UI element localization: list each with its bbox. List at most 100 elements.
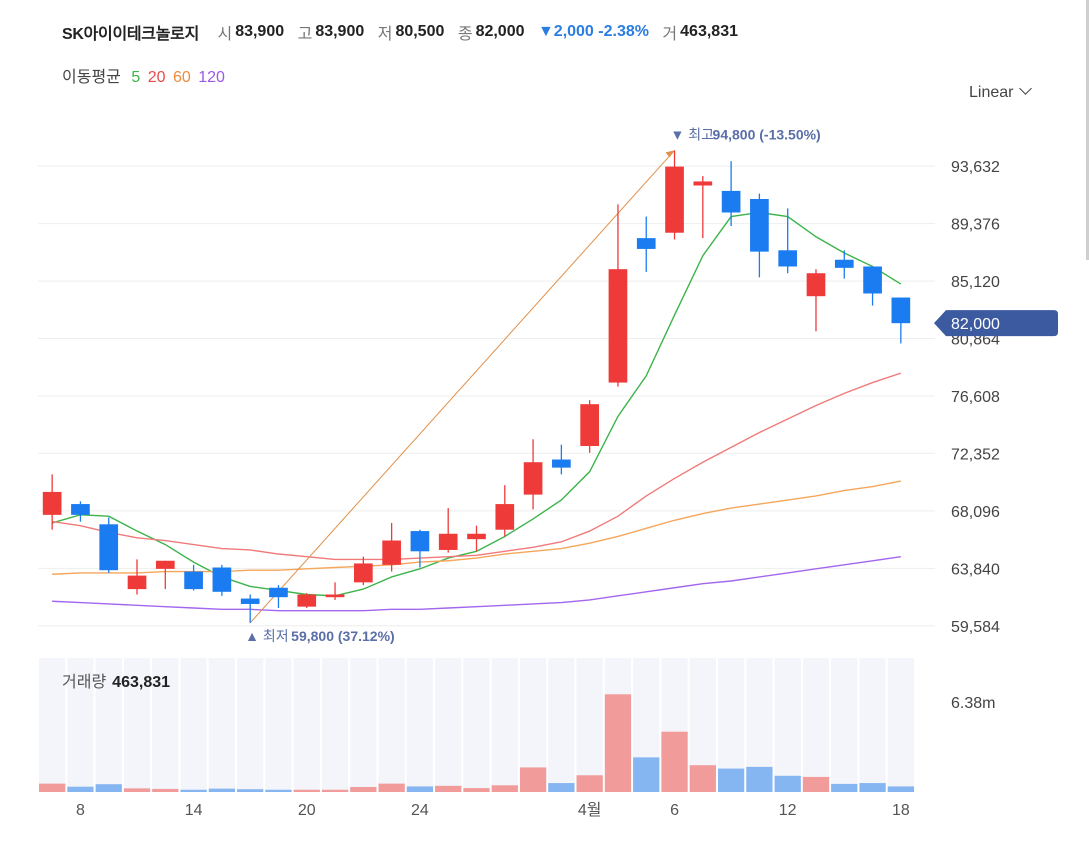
volume-bg-column	[293, 658, 320, 792]
low-label: 저	[377, 26, 393, 43]
x-tick-label: 18	[892, 802, 910, 819]
volume-bg-column	[491, 658, 518, 792]
volume-bar	[406, 786, 434, 792]
volume-bg-column	[859, 658, 886, 792]
low-marker-label: ▲ 최저	[245, 628, 289, 644]
y-tick-label: 72,352	[951, 446, 1000, 463]
volume-bg-column	[123, 658, 151, 792]
volume-bar	[378, 783, 405, 792]
high-label: 고	[297, 26, 313, 43]
volume-panel-title: 거래량	[62, 674, 107, 691]
scale-dropdown[interactable]: Linear	[969, 82, 1033, 102]
volume-bar	[887, 786, 914, 792]
volume-bar	[519, 767, 547, 792]
candle-body	[580, 404, 599, 447]
stock-name: SK아이이테크놀로지	[62, 26, 199, 43]
volume-bar	[463, 788, 490, 792]
volume-bar	[774, 775, 801, 792]
volume-bar	[208, 788, 236, 792]
close-value: 82,000	[475, 23, 525, 40]
ma-line-120	[52, 556, 901, 612]
volume-bg-column	[95, 658, 122, 792]
volume-bg-column	[265, 658, 292, 792]
volume-bg-column	[378, 658, 405, 792]
candle-body	[127, 575, 147, 590]
candle-body	[467, 533, 486, 540]
x-tick-label: 20	[298, 802, 316, 819]
volume-bg-column	[39, 658, 66, 792]
volume-bar	[604, 694, 632, 792]
candle-body	[806, 273, 826, 297]
volume-bg-column	[831, 658, 858, 792]
ma-legend-60[interactable]: 60	[172, 69, 191, 86]
high-marker-label: ▼ 최고	[671, 126, 715, 142]
volume-bar	[661, 731, 688, 792]
candle-body	[721, 190, 741, 213]
volume-bar	[717, 768, 745, 792]
volume-bar	[123, 788, 151, 792]
candle-body	[354, 563, 373, 583]
volume-bar	[746, 766, 773, 792]
scale-value: Linear	[969, 84, 1014, 101]
volume-bar	[265, 789, 292, 792]
x-tick-label: 6	[670, 802, 679, 819]
volume-bg-column	[887, 658, 914, 792]
volume-axis-label: 6.38m	[951, 695, 995, 712]
volume-bg-column	[576, 658, 603, 792]
close-label: 종	[457, 26, 473, 43]
vertical-scrollbar[interactable]	[1086, 0, 1089, 260]
last-price-tag	[934, 310, 1058, 337]
candle-body	[891, 297, 911, 324]
volume-bar	[633, 757, 660, 792]
volume-bg-column	[406, 658, 434, 792]
volume-value: 463,831	[680, 23, 738, 40]
ma-legend-5[interactable]: 5	[131, 69, 141, 86]
x-tick-label: 8	[76, 802, 85, 819]
x-tick-label: 12	[779, 802, 797, 819]
ma-line-20	[52, 372, 902, 561]
candle-body	[240, 598, 260, 604]
candle-body	[410, 531, 430, 552]
candle-body	[212, 567, 232, 592]
candle-body	[834, 259, 854, 268]
volume-bar	[321, 789, 349, 792]
y-tick-label: 68,096	[951, 504, 1000, 521]
change-value: ▼2,000 -2.38%	[537, 23, 649, 40]
x-tick-label: 24	[411, 802, 429, 819]
volume-bar	[237, 789, 264, 792]
stock-header: SK아이이테크놀로지 시 83,900 고 83,900 저 80,500 종 82,0…	[62, 20, 747, 44]
y-tick-label: 85,120	[951, 274, 1000, 291]
candle-body	[863, 266, 882, 294]
candle-body	[523, 462, 543, 495]
volume-bg-column	[774, 658, 801, 792]
open-value: 83,900	[235, 23, 285, 40]
candle-body	[693, 181, 713, 186]
last-price-value: 82,000	[951, 316, 1000, 333]
ma-legend-20[interactable]: 20	[147, 69, 166, 86]
candle-body	[325, 594, 345, 598]
candle-body	[552, 459, 571, 468]
volume-bg-column	[208, 658, 236, 792]
candle-body	[438, 533, 458, 550]
y-tick-label: 59,584	[951, 619, 1000, 636]
candle-body	[382, 540, 401, 565]
volume-bg-column	[321, 658, 349, 792]
volume-bg-column	[435, 658, 462, 792]
volume-bar	[548, 783, 575, 792]
y-tick-label: 76,608	[951, 389, 1000, 406]
volume-bg-column	[548, 658, 575, 792]
volume-bg-column	[152, 658, 179, 792]
candle-body	[297, 594, 317, 607]
candle-body	[71, 504, 90, 515]
volume-bar	[152, 788, 179, 792]
volume-bar	[689, 765, 716, 792]
volume-bg-column	[180, 658, 207, 792]
volume-bar	[831, 783, 858, 792]
x-tick-label: 14	[185, 802, 203, 819]
candle-body	[184, 571, 203, 590]
volume-bar	[491, 785, 518, 792]
volume-bar	[435, 785, 462, 792]
ma-legend-120[interactable]: 120	[198, 69, 225, 86]
volume-bar	[67, 786, 94, 792]
